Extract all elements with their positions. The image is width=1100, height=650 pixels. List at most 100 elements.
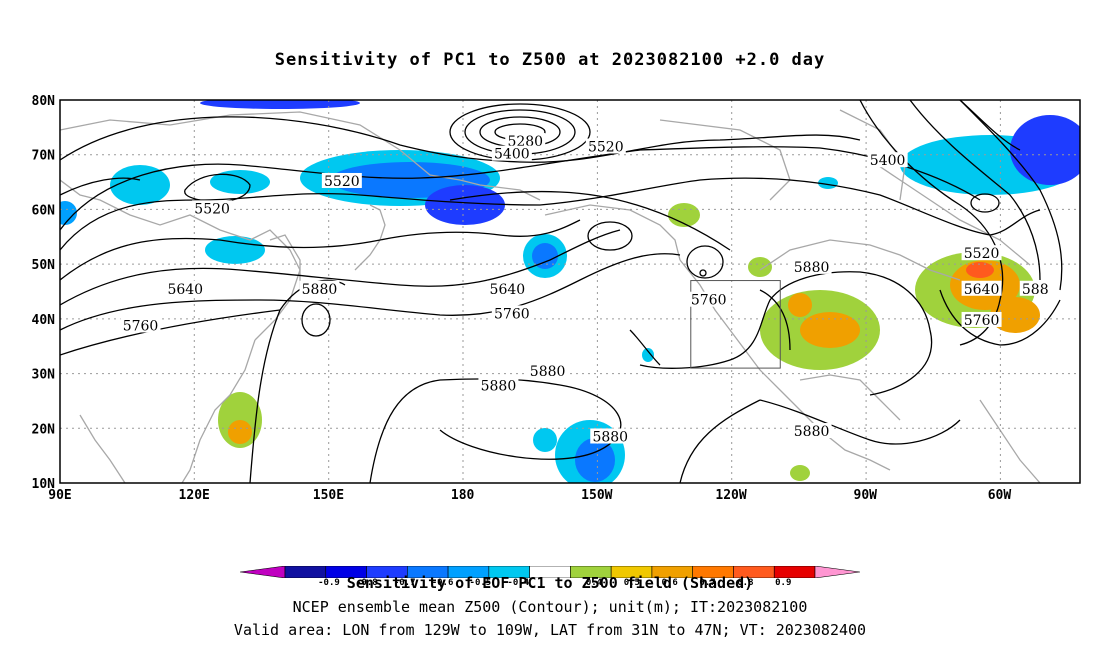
contour-label-background <box>299 280 340 296</box>
latitude-label: 30N <box>32 368 56 383</box>
latitude-label: 70N <box>32 149 56 164</box>
contour-label: 5880 <box>527 362 568 380</box>
contour-label-background <box>1019 280 1051 296</box>
contour-label-text: 5640 <box>490 282 526 298</box>
negative-shading-area <box>110 165 170 205</box>
colorbar-tick-labels: -0.9 -0.8 -0.7 -0.6 -0.5 -0.4 0.4 0.5 0.6 0.7 0.8 0… <box>240 578 860 590</box>
valid-area-box <box>690 280 781 369</box>
negative-shading-area <box>60 201 77 225</box>
contour-label-text: 5760 <box>123 318 159 334</box>
contour-label-background <box>585 138 626 154</box>
contour-label-text: 588 <box>1022 282 1049 298</box>
contour-label-background <box>478 377 519 393</box>
contour-label-text: 5880 <box>794 260 830 276</box>
contour-label-background <box>688 291 729 307</box>
contour-label-text: 5760 <box>494 306 530 322</box>
contour-label-text: 5520 <box>194 201 230 217</box>
contour-label-background <box>590 428 631 444</box>
positive-shading-area <box>800 312 860 348</box>
colorbar <box>240 566 860 578</box>
longitude-label: 150W <box>581 488 612 503</box>
contour-label: 5880 <box>590 428 631 445</box>
longitude-label: 90W <box>854 488 878 503</box>
contour-label-background <box>791 423 832 439</box>
contour-label: 5760 <box>961 311 1002 329</box>
latitude-label: 60N <box>32 203 56 218</box>
contour-label-text: 5640 <box>964 282 1000 298</box>
positive-shading-area <box>990 297 1040 333</box>
contour-label-background <box>791 258 832 274</box>
negative-shading-area <box>818 177 838 189</box>
latitude-label: 20N <box>32 422 56 437</box>
contour-label-text: 5880 <box>530 364 566 380</box>
negative-shading-area <box>200 100 360 109</box>
contour-label: 5880 <box>791 258 832 276</box>
colorbar-tick-label: -0.8 <box>355 578 378 588</box>
latitude-label: 80N <box>32 94 56 109</box>
colorbar-tick-label: -0.6 <box>431 578 454 588</box>
contour-label-background <box>867 152 908 168</box>
contour-label: 5760 <box>120 317 161 334</box>
contour-label: 5760 <box>688 291 729 309</box>
colorbar-tick-label: -0.4 <box>507 578 530 588</box>
colorbar-tick-label: -0.7 <box>393 578 416 588</box>
contour-label: 5760 <box>491 305 532 322</box>
contour-label-text: 5880 <box>481 379 517 395</box>
contour-label-text: 5640 <box>167 282 203 298</box>
longitude-label: 180 <box>451 488 475 503</box>
contour-label-background <box>491 145 532 161</box>
caption-contour: NCEP ensemble mean Z500 (Contour); unit(… <box>292 598 808 616</box>
map-frame <box>59 99 1081 484</box>
contour-label: 5400 <box>867 152 908 169</box>
contour-label: 5880 <box>791 423 832 440</box>
contour-label: 5640 <box>487 280 528 298</box>
contour-label-background <box>321 172 362 188</box>
caption-shading: Sensitivity of EOF PC1 to Z500 field (Sh… <box>346 574 754 592</box>
colorbar-tick-label: 0.5 <box>623 578 640 588</box>
contour-label-background <box>192 200 233 216</box>
colorbar-tick-label: 0.8 <box>737 578 754 588</box>
contour-label-text: 5880 <box>302 282 338 298</box>
positive-shading-area <box>790 465 810 481</box>
colorbar-tick-label: 0.4 <box>585 578 603 588</box>
graticule <box>60 100 1080 483</box>
contour-label: 5880 <box>478 377 519 395</box>
contour-label: 5640 <box>165 280 206 298</box>
contour-label-text: 5400 <box>870 153 906 169</box>
negative-shading-area <box>533 428 557 452</box>
negative-shading-area <box>205 236 265 264</box>
negative-shading-area <box>1010 115 1080 185</box>
colorbar-tick-label: -0.9 <box>318 578 340 588</box>
positive-shading-area <box>788 293 812 317</box>
contour-label-background <box>961 311 1002 327</box>
contour-label-background <box>120 317 161 333</box>
contour-label: 5520 <box>192 200 233 217</box>
negative-shading-area <box>425 185 505 225</box>
contour-label: 588 <box>1019 280 1051 298</box>
positive-shading-area <box>748 257 772 277</box>
contour-label-text: 5760 <box>964 313 1000 329</box>
contour-label-background <box>961 280 1002 296</box>
contour-label-background <box>487 280 528 296</box>
contour-label-text: 5400 <box>494 147 530 163</box>
contour-label-background <box>527 362 568 378</box>
contour-label: 5400 <box>491 145 532 163</box>
contour-label-text: 5520 <box>324 174 360 190</box>
contour-label-text: 5760 <box>691 293 727 309</box>
contour-label-background <box>505 133 546 149</box>
positive-shading-area <box>966 262 994 278</box>
longitude-label: 120E <box>179 488 210 503</box>
caption-valid-area: Valid area: LON from 129W to 109W, LAT f… <box>233 621 867 639</box>
positive-shading-area <box>228 420 252 444</box>
map-title: Sensitivity of PC1 to Z500 at 2023082100… <box>274 50 826 70</box>
contour-label: 5640 <box>961 280 1002 298</box>
latitude-label: 50N <box>32 258 56 273</box>
longitude-label: 60W <box>988 488 1012 503</box>
z500-contours <box>60 100 1063 483</box>
contour-label-text: 5880 <box>794 424 830 440</box>
longitude-label: 90E <box>48 488 71 503</box>
longitude-label: 150E <box>313 488 344 503</box>
